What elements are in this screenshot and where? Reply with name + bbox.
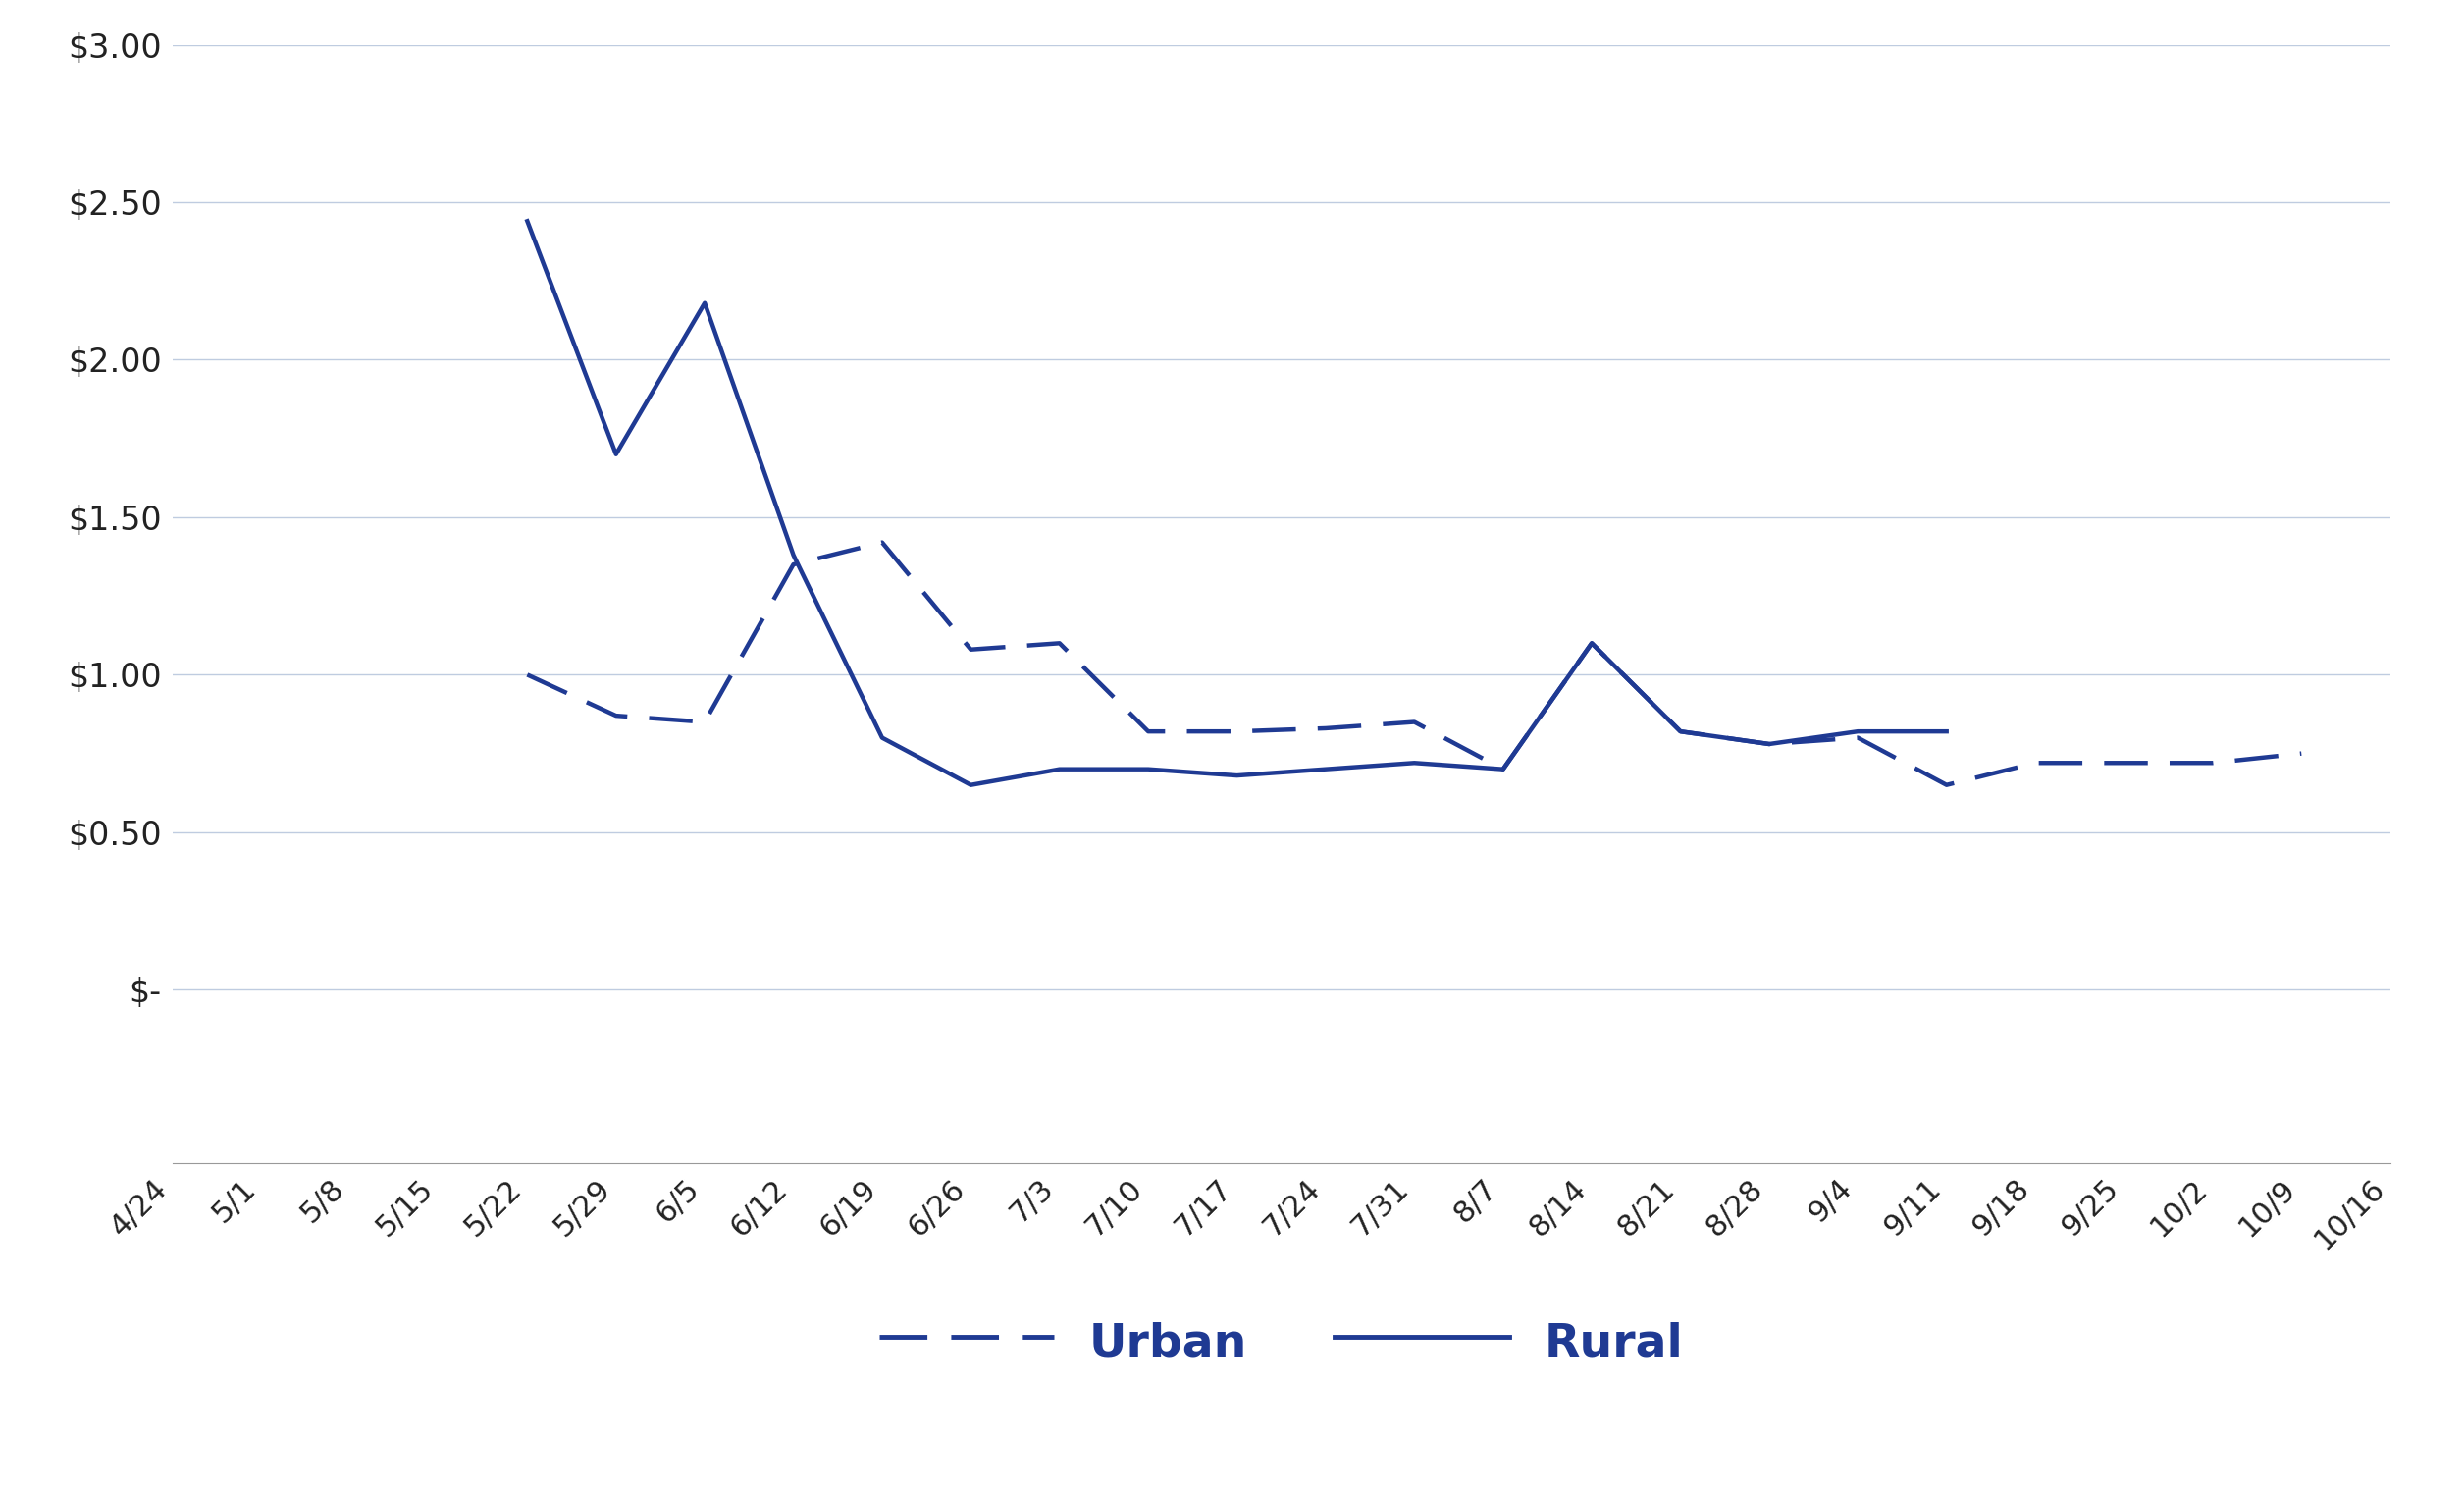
Rural <box>1754 735 1784 753</box>
Urban <box>1666 723 1695 741</box>
Urban <box>1133 723 1163 741</box>
Urban <box>779 556 808 574</box>
Legend: Urban, Rural: Urban, Rural <box>857 1297 1705 1387</box>
Urban <box>2287 744 2316 762</box>
Urban <box>1754 735 1784 753</box>
Urban <box>1577 634 1607 652</box>
Rural <box>1577 634 1607 652</box>
Urban <box>1843 729 1873 747</box>
Urban <box>867 534 897 552</box>
Rural <box>1932 723 1961 741</box>
Urban <box>1488 760 1518 778</box>
Urban <box>1932 775 1961 793</box>
Rural <box>1222 766 1252 784</box>
Rural <box>601 446 631 464</box>
Urban <box>2020 754 2050 772</box>
Rural <box>1488 760 1518 778</box>
Rural <box>1666 723 1695 741</box>
Line: Rural: Rural <box>527 221 1947 784</box>
Urban <box>1045 634 1074 652</box>
Rural <box>867 729 897 747</box>
Rural <box>779 546 808 564</box>
Rural <box>956 775 986 793</box>
Rural <box>690 294 719 312</box>
Urban <box>2109 754 2139 772</box>
Rural <box>1400 754 1429 772</box>
Urban <box>1311 719 1340 737</box>
Rural <box>1133 760 1163 778</box>
Urban <box>1222 723 1252 741</box>
Urban <box>956 641 986 659</box>
Line: Urban: Urban <box>527 543 2301 784</box>
Rural <box>1045 760 1074 778</box>
Urban <box>513 666 542 684</box>
Urban <box>601 707 631 725</box>
Rural <box>513 212 542 230</box>
Urban <box>2198 754 2227 772</box>
Urban <box>1400 713 1429 731</box>
Urban <box>690 713 719 731</box>
Rural <box>1843 723 1873 741</box>
Rural <box>1311 760 1340 778</box>
